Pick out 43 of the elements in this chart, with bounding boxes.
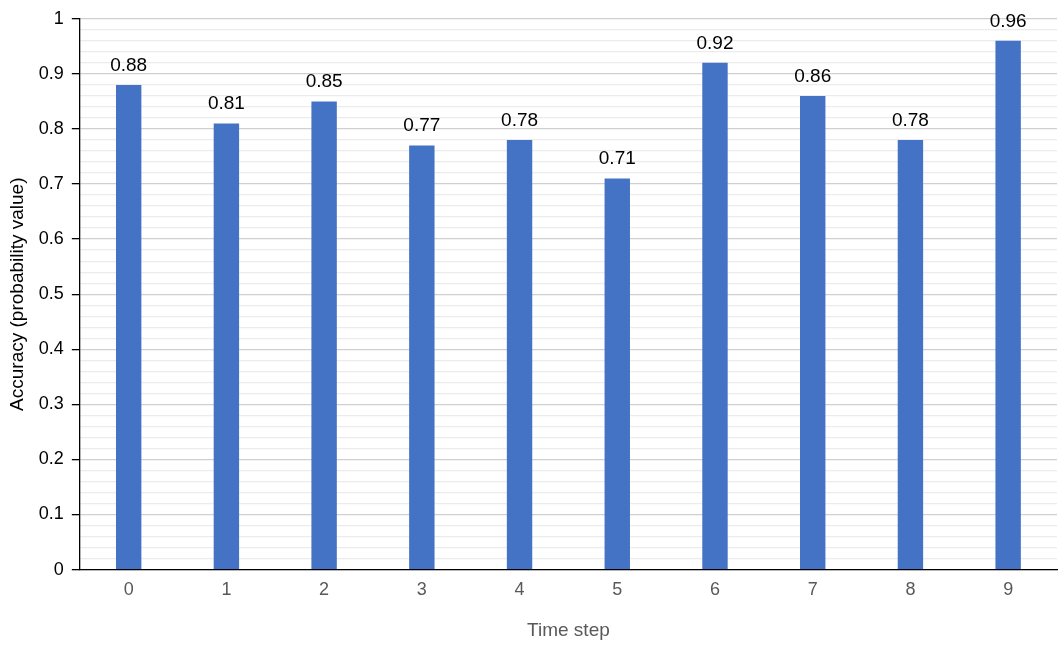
data-label: 0.86: [794, 64, 832, 86]
bar: [702, 62, 728, 569]
bar: [213, 123, 240, 569]
data-label: 0.78: [501, 108, 539, 130]
data-label: 0.85: [305, 70, 343, 92]
bar: [897, 139, 924, 569]
x-tick-label: 0: [123, 579, 134, 600]
data-label: 0.96: [989, 9, 1027, 31]
y-tick-label: 1: [53, 7, 64, 28]
y-tick-label: 0: [53, 558, 64, 579]
data-label: 0.78: [891, 108, 929, 130]
y-tick-label: 0.5: [38, 283, 64, 304]
x-tick-label: 5: [612, 579, 623, 600]
bar: [604, 178, 630, 569]
x-tick-label: 1: [221, 579, 232, 600]
y-tick-label: 0.2: [38, 448, 64, 469]
bar: [506, 139, 533, 569]
x-tick-label: 8: [905, 579, 916, 600]
x-tick-label: 2: [319, 579, 330, 600]
data-label: 0.81: [207, 92, 245, 114]
bar: [115, 84, 142, 569]
y-tick-label: 0.7: [38, 173, 64, 194]
y-tick-label: 0.8: [38, 117, 64, 138]
y-axis-title: Accuracy (probability value): [5, 177, 27, 411]
data-label: 0.71: [598, 147, 636, 169]
data-label: 0.92: [696, 31, 734, 53]
bar: [409, 145, 435, 569]
y-tick-label: 0.9: [38, 62, 64, 83]
y-tick-label: 0.1: [38, 503, 64, 524]
y-tick-label: 0.6: [38, 228, 64, 249]
x-tick-label: 4: [514, 579, 525, 600]
y-tick-label: 0.3: [38, 393, 64, 414]
x-axis-title: Time step: [527, 618, 610, 640]
data-label: 0.88: [110, 53, 148, 75]
x-tick-label: 6: [709, 579, 720, 600]
data-label: 0.77: [403, 114, 441, 136]
x-tick-label: 7: [807, 579, 818, 600]
bar: [800, 95, 826, 569]
bar: [995, 40, 1021, 569]
x-tick-label: 3: [416, 579, 427, 600]
bar: [311, 101, 337, 569]
x-tick-label: 9: [1003, 579, 1014, 600]
y-tick-label: 0.4: [38, 338, 64, 359]
